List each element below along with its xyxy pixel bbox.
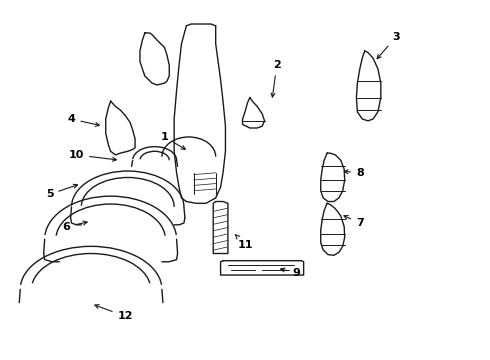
- Text: 8: 8: [344, 168, 364, 178]
- Text: 12: 12: [95, 305, 133, 321]
- Text: 9: 9: [281, 268, 300, 278]
- Text: 1: 1: [161, 132, 185, 149]
- Text: 2: 2: [271, 60, 281, 97]
- Text: 11: 11: [235, 235, 253, 249]
- Text: 6: 6: [63, 221, 87, 231]
- Text: 3: 3: [377, 32, 400, 59]
- Text: 10: 10: [69, 150, 117, 161]
- Text: 7: 7: [344, 216, 364, 228]
- Text: 4: 4: [68, 114, 99, 126]
- Text: 5: 5: [46, 184, 77, 199]
